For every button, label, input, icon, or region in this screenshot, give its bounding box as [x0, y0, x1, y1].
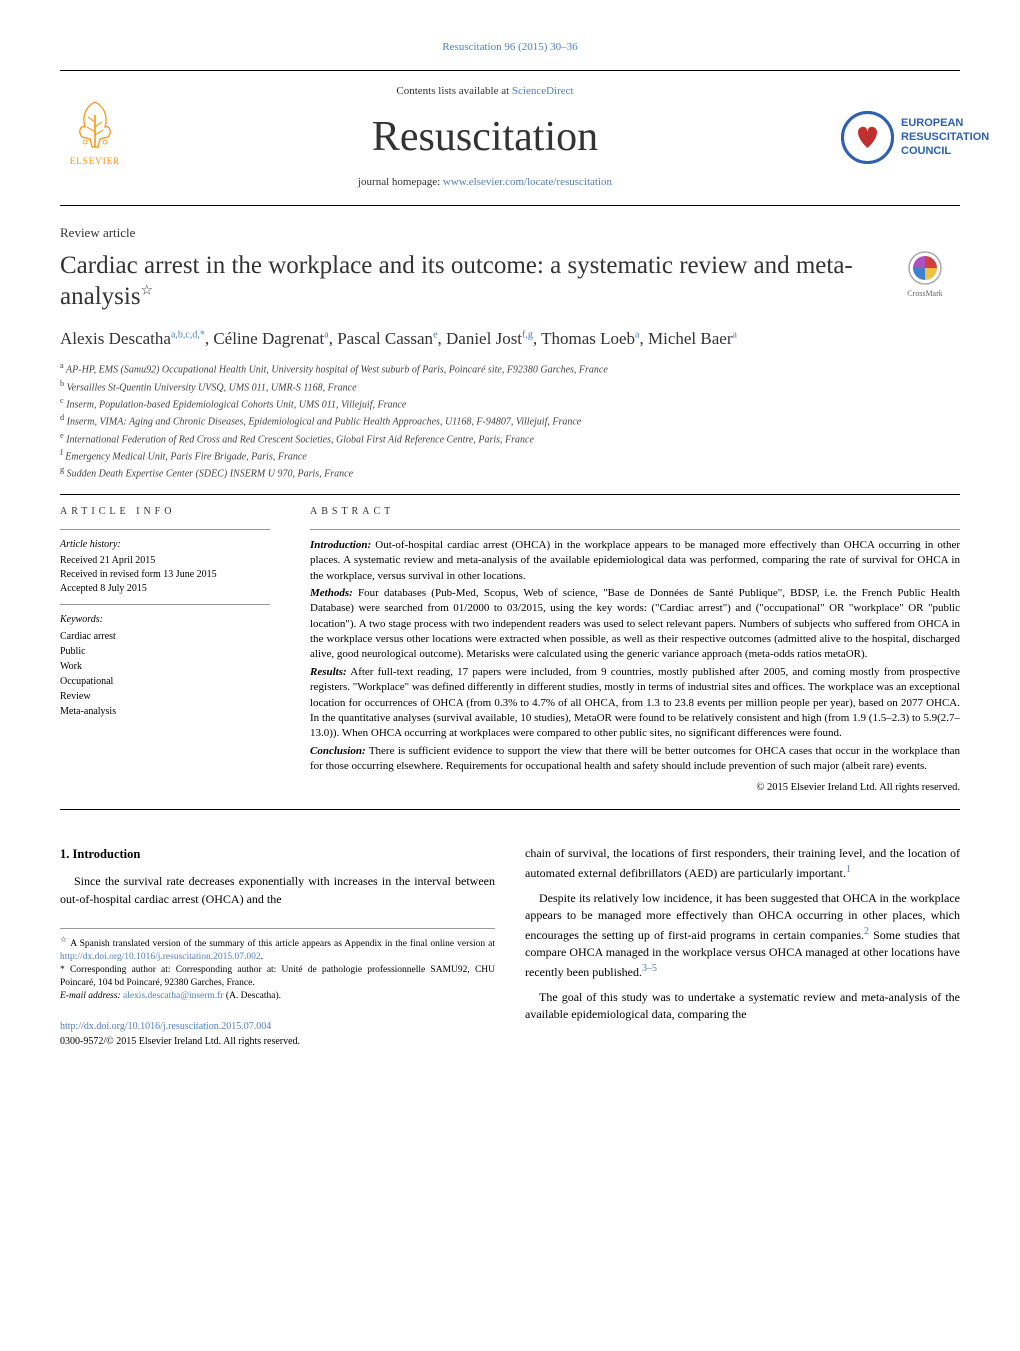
abstract-results-label: Results: [310, 666, 347, 678]
article-info-sidebar: article info Article history: Received 2… [60, 495, 280, 810]
keywords-list: Cardiac arrestPublicWorkOccupationalRevi… [60, 629, 270, 719]
affiliation-g: g Sudden Death Expertise Center (SDEC) I… [60, 464, 960, 481]
authors: Alexis Descathaa,b,c,d,*, Céline Dagrena… [60, 327, 960, 351]
top-rule [60, 70, 960, 71]
elsevier-wordmark: ELSEVIER [70, 155, 121, 168]
abstract-heading: abstract [310, 505, 960, 519]
abstract-conclusion-text: There is sufficient evidence to support … [310, 745, 960, 772]
article-type: Review article [60, 224, 960, 242]
abstract-intro-text: Out-of-hospital cardiac arrest (OHCA) in… [310, 539, 960, 582]
body-column-left: 1. Introduction Since the survival rate … [60, 845, 495, 1049]
footnote-email: E-mail address: alexis.descatha@inserm.f… [60, 990, 495, 1003]
keyword-item: Occupational [60, 674, 270, 689]
footnote-star-link[interactable]: http://dx.doi.org/10.1016/j.resuscitatio… [60, 952, 261, 962]
abstract-results-text: After full-text reading, 17 papers were … [310, 666, 960, 740]
section-heading-intro: 1. Introduction [60, 845, 495, 863]
section-number: 1. [60, 847, 69, 861]
erc-text: EUROPEAN RESUSCITATION COUNCIL [901, 116, 989, 159]
abstract-methods-text: Four databases (Pub-Med, Scopus, Web of … [310, 587, 960, 661]
erc-logo: EUROPEAN RESUSCITATION COUNCIL [840, 95, 960, 180]
keywords-label: Keywords: [60, 613, 270, 627]
elsevier-tree-icon [70, 97, 120, 152]
contents-available-line: Contents lists available at ScienceDirec… [130, 84, 840, 99]
abstract-intro-label: Introduction: [310, 539, 371, 551]
abstract-copyright: © 2015 Elsevier Ireland Ltd. All rights … [310, 781, 960, 796]
affiliation-c: c Inserm, Population-based Epidemiologic… [60, 395, 960, 412]
doi-block: http://dx.doi.org/10.1016/j.resuscitatio… [60, 1020, 495, 1049]
col2-p1-text: chain of survival, the locations of firs… [525, 846, 960, 879]
keyword-item: Cardiac arrest [60, 629, 270, 644]
erc-icon [840, 110, 895, 165]
footnote-star-text-a: A Spanish translated version of the summ… [70, 939, 495, 949]
body-columns: 1. Introduction Since the survival rate … [60, 845, 960, 1049]
affiliations: a AP-HP, EMS (Samu92) Occupational Healt… [60, 360, 960, 481]
article-title: Cardiac arrest in the workplace and its … [60, 250, 870, 313]
abstract: abstract Introduction: Out-of-hospital c… [310, 495, 960, 810]
doi-link[interactable]: http://dx.doi.org/10.1016/j.resuscitatio… [60, 1021, 271, 1032]
title-footnote-marker: ☆ [141, 284, 154, 299]
revised-date: Received in revised form 13 June 2015 [60, 568, 270, 582]
section-title: Introduction [73, 847, 141, 861]
journal-homepage-line: journal homepage: www.elsevier.com/locat… [130, 175, 840, 190]
received-date: Received 21 April 2015 [60, 554, 270, 568]
footnote-corr-marker: * [60, 965, 65, 975]
affiliation-f: f Emergency Medical Unit, Paris Fire Bri… [60, 447, 960, 464]
keyword-item: Work [60, 659, 270, 674]
intro-para-1: Since the survival rate decreases expone… [60, 873, 495, 908]
footnotes: ☆ A Spanish translated version of the su… [60, 928, 495, 1002]
homepage-prefix: journal homepage: [358, 176, 443, 188]
col2-para-1: chain of survival, the locations of firs… [525, 845, 960, 882]
abstract-intro: Introduction: Out-of-hospital cardiac ar… [310, 538, 960, 584]
footnote-star-marker: ☆ [60, 935, 68, 944]
body-column-right: chain of survival, the locations of firs… [525, 845, 960, 1049]
contents-prefix: Contents lists available at [396, 85, 511, 97]
ref-3-5[interactable]: 3–5 [642, 963, 657, 974]
abstract-conclusion: Conclusion: There is sufficient evidence… [310, 744, 960, 775]
keyword-item: Meta-analysis [60, 704, 270, 719]
article-info-heading: article info [60, 505, 270, 519]
journal-homepage-link[interactable]: www.elsevier.com/locate/resuscitation [443, 176, 612, 188]
abstract-methods-label: Methods: [310, 587, 353, 599]
erc-line3: COUNCIL [901, 144, 989, 158]
footnote-corr-text: Corresponding author at: Corresponding a… [60, 965, 495, 988]
crossmark-label: CrossMark [907, 288, 943, 299]
footnote-star: ☆ A Spanish translated version of the su… [60, 935, 495, 964]
issn-copyright: 0300-9572/© 2015 Elsevier Ireland Ltd. A… [60, 1036, 300, 1047]
footnote-star-text-b: . [261, 952, 263, 962]
crossmark-icon [907, 250, 943, 286]
email-link[interactable]: alexis.descatha@inserm.fr [123, 991, 224, 1001]
abstract-methods: Methods: Four databases (Pub-Med, Scopus… [310, 586, 960, 663]
info-rule-1 [60, 529, 270, 530]
col2-para-2: Despite its relatively low incidence, it… [525, 890, 960, 981]
crossmark-badge[interactable]: CrossMark [890, 250, 960, 300]
affiliation-e: e International Federation of Red Cross … [60, 430, 960, 447]
masthead: ELSEVIER Contents lists available at Sci… [60, 79, 960, 206]
info-rule-2 [60, 604, 270, 605]
affiliation-a: a AP-HP, EMS (Samu92) Occupational Healt… [60, 360, 960, 377]
keyword-item: Public [60, 644, 270, 659]
affiliation-b: b Versailles St-Quentin University UVSQ,… [60, 378, 960, 395]
accepted-date: Accepted 8 July 2015 [60, 582, 270, 596]
masthead-center: Contents lists available at ScienceDirec… [130, 84, 840, 190]
article-history-label: Article history: [60, 538, 270, 552]
erc-line2: RESUSCITATION [901, 130, 989, 144]
erc-line1: EUROPEAN [901, 116, 989, 130]
email-author: (A. Descatha). [226, 991, 281, 1001]
email-label: E-mail address: [60, 991, 121, 1001]
col2-para-3: The goal of this study was to undertake … [525, 989, 960, 1024]
footnote-corresponding: * Corresponding author at: Corresponding… [60, 964, 495, 990]
title-text: Cardiac arrest in the workplace and its … [60, 252, 853, 310]
ref-1[interactable]: 1 [846, 864, 851, 875]
keyword-item: Review [60, 689, 270, 704]
abstract-results: Results: After full-text reading, 17 pap… [310, 665, 960, 742]
abstract-rule [310, 529, 960, 530]
affiliation-d: d Inserm, VIMA: Aging and Chronic Diseas… [60, 412, 960, 429]
journal-name: Resuscitation [130, 108, 840, 167]
running-head: Resuscitation 96 (2015) 30–36 [60, 40, 960, 55]
sciencedirect-link[interactable]: ScienceDirect [512, 85, 574, 97]
elsevier-logo: ELSEVIER [60, 97, 130, 177]
abstract-conclusion-label: Conclusion: [310, 745, 366, 757]
